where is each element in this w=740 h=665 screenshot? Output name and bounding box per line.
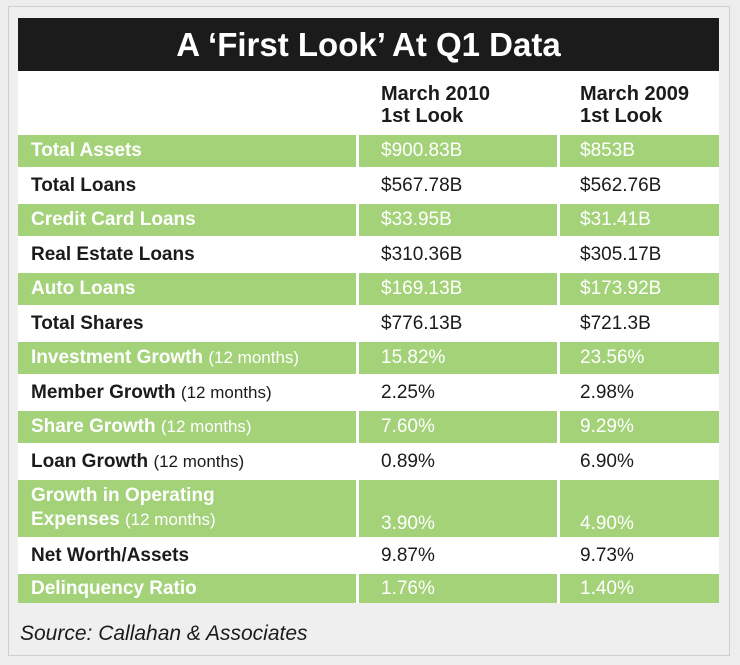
value-2009: $305.17B [580, 243, 662, 265]
value-2009: $562.76B [580, 174, 662, 196]
table-row: Loan Growth (12 months) 0.89% 6.90% [18, 445, 719, 478]
value-2010: 3.90% [359, 480, 557, 537]
row-label: Auto Loans [18, 273, 356, 305]
row-label: Real Estate Loans [31, 243, 195, 265]
value-2010: 2.25% [381, 381, 435, 403]
row-label: Investment Growth (12 months) [18, 342, 356, 374]
table-row: Member Growth (12 months) 2.25% 2.98% [18, 376, 719, 409]
value-2009: $173.92B [560, 273, 719, 305]
row-label: Growth in Operating Expenses (12 months) [18, 480, 356, 537]
column-header-march-2009: March 2009 1st Look [580, 83, 689, 127]
row-label: Loan Growth (12 months) [31, 450, 245, 472]
row-label: Total Shares [31, 312, 144, 334]
row-label: Member Growth (12 months) [31, 381, 272, 403]
row-label: Credit Card Loans [18, 204, 356, 236]
row-label: Net Worth/Assets [31, 544, 190, 566]
value-2009: 23.56% [560, 342, 719, 374]
table-row: Net Worth/Assets 9.87% 9.73% [18, 539, 719, 572]
column-header-march-2010: March 2010 1st Look [381, 83, 490, 127]
row-label: Share Growth (12 months) [18, 411, 356, 443]
value-2010: 0.89% [381, 450, 435, 472]
value-2010: $169.13B [359, 273, 557, 305]
row-unit: (12 months) [125, 510, 216, 529]
value-2009: 2.98% [580, 381, 634, 403]
value-2010: 15.82% [359, 342, 557, 374]
value-2010: $310.36B [381, 243, 463, 265]
data-table: March 2010 1st Look March 2009 1st Look … [18, 71, 719, 603]
table-title: A ‘First Look’ At Q1 Data [18, 18, 719, 71]
row-label: Delinquency Ratio [18, 574, 356, 603]
value-2010: $776.13B [381, 312, 463, 334]
row-label: Total Loans [31, 174, 137, 196]
value-2010: 9.87% [381, 544, 435, 566]
row-unit: (12 months) [160, 417, 252, 436]
source-note: Source: Callahan & Associates [20, 622, 308, 645]
value-2009: 1.40% [560, 574, 719, 603]
value-2009: 9.73% [580, 544, 634, 566]
value-2009: $31.41B [560, 204, 719, 236]
value-2010: 1.76% [359, 574, 557, 603]
table-row: Credit Card Loans $33.95B $31.41B [18, 204, 719, 236]
value-2009: $721.3B [580, 312, 651, 334]
row-label: Total Assets [18, 135, 356, 167]
value-2009: 6.90% [580, 450, 634, 472]
table-row: Share Growth (12 months) 7.60% 9.29% [18, 411, 719, 443]
value-2010: 7.60% [359, 411, 557, 443]
row-unit: (12 months) [208, 348, 300, 367]
value-2010: $33.95B [359, 204, 557, 236]
value-2009: 9.29% [560, 411, 719, 443]
table-row: Delinquency Ratio 1.76% 1.40% [18, 574, 719, 603]
header-row: March 2010 1st Look March 2009 1st Look [18, 71, 719, 134]
row-unit: (12 months) [180, 382, 272, 402]
header-blank [18, 71, 356, 134]
table-row: Total Shares $776.13B $721.3B [18, 307, 719, 340]
table-row: Real Estate Loans $310.36B $305.17B [18, 238, 719, 271]
value-2009: $853B [560, 135, 719, 167]
value-2010: $567.78B [381, 174, 463, 196]
table-row: Total Loans $567.78B $562.76B [18, 169, 719, 202]
value-2009: 4.90% [560, 480, 719, 537]
table-row: Growth in Operating Expenses (12 months)… [18, 480, 719, 537]
table-row: Auto Loans $169.13B $173.92B [18, 273, 719, 305]
row-unit: (12 months) [153, 451, 245, 471]
table-row: Total Assets $900.83B $853B [18, 135, 719, 167]
value-2010: $900.83B [359, 135, 557, 167]
table-row: Investment Growth (12 months) 15.82% 23.… [18, 342, 719, 374]
